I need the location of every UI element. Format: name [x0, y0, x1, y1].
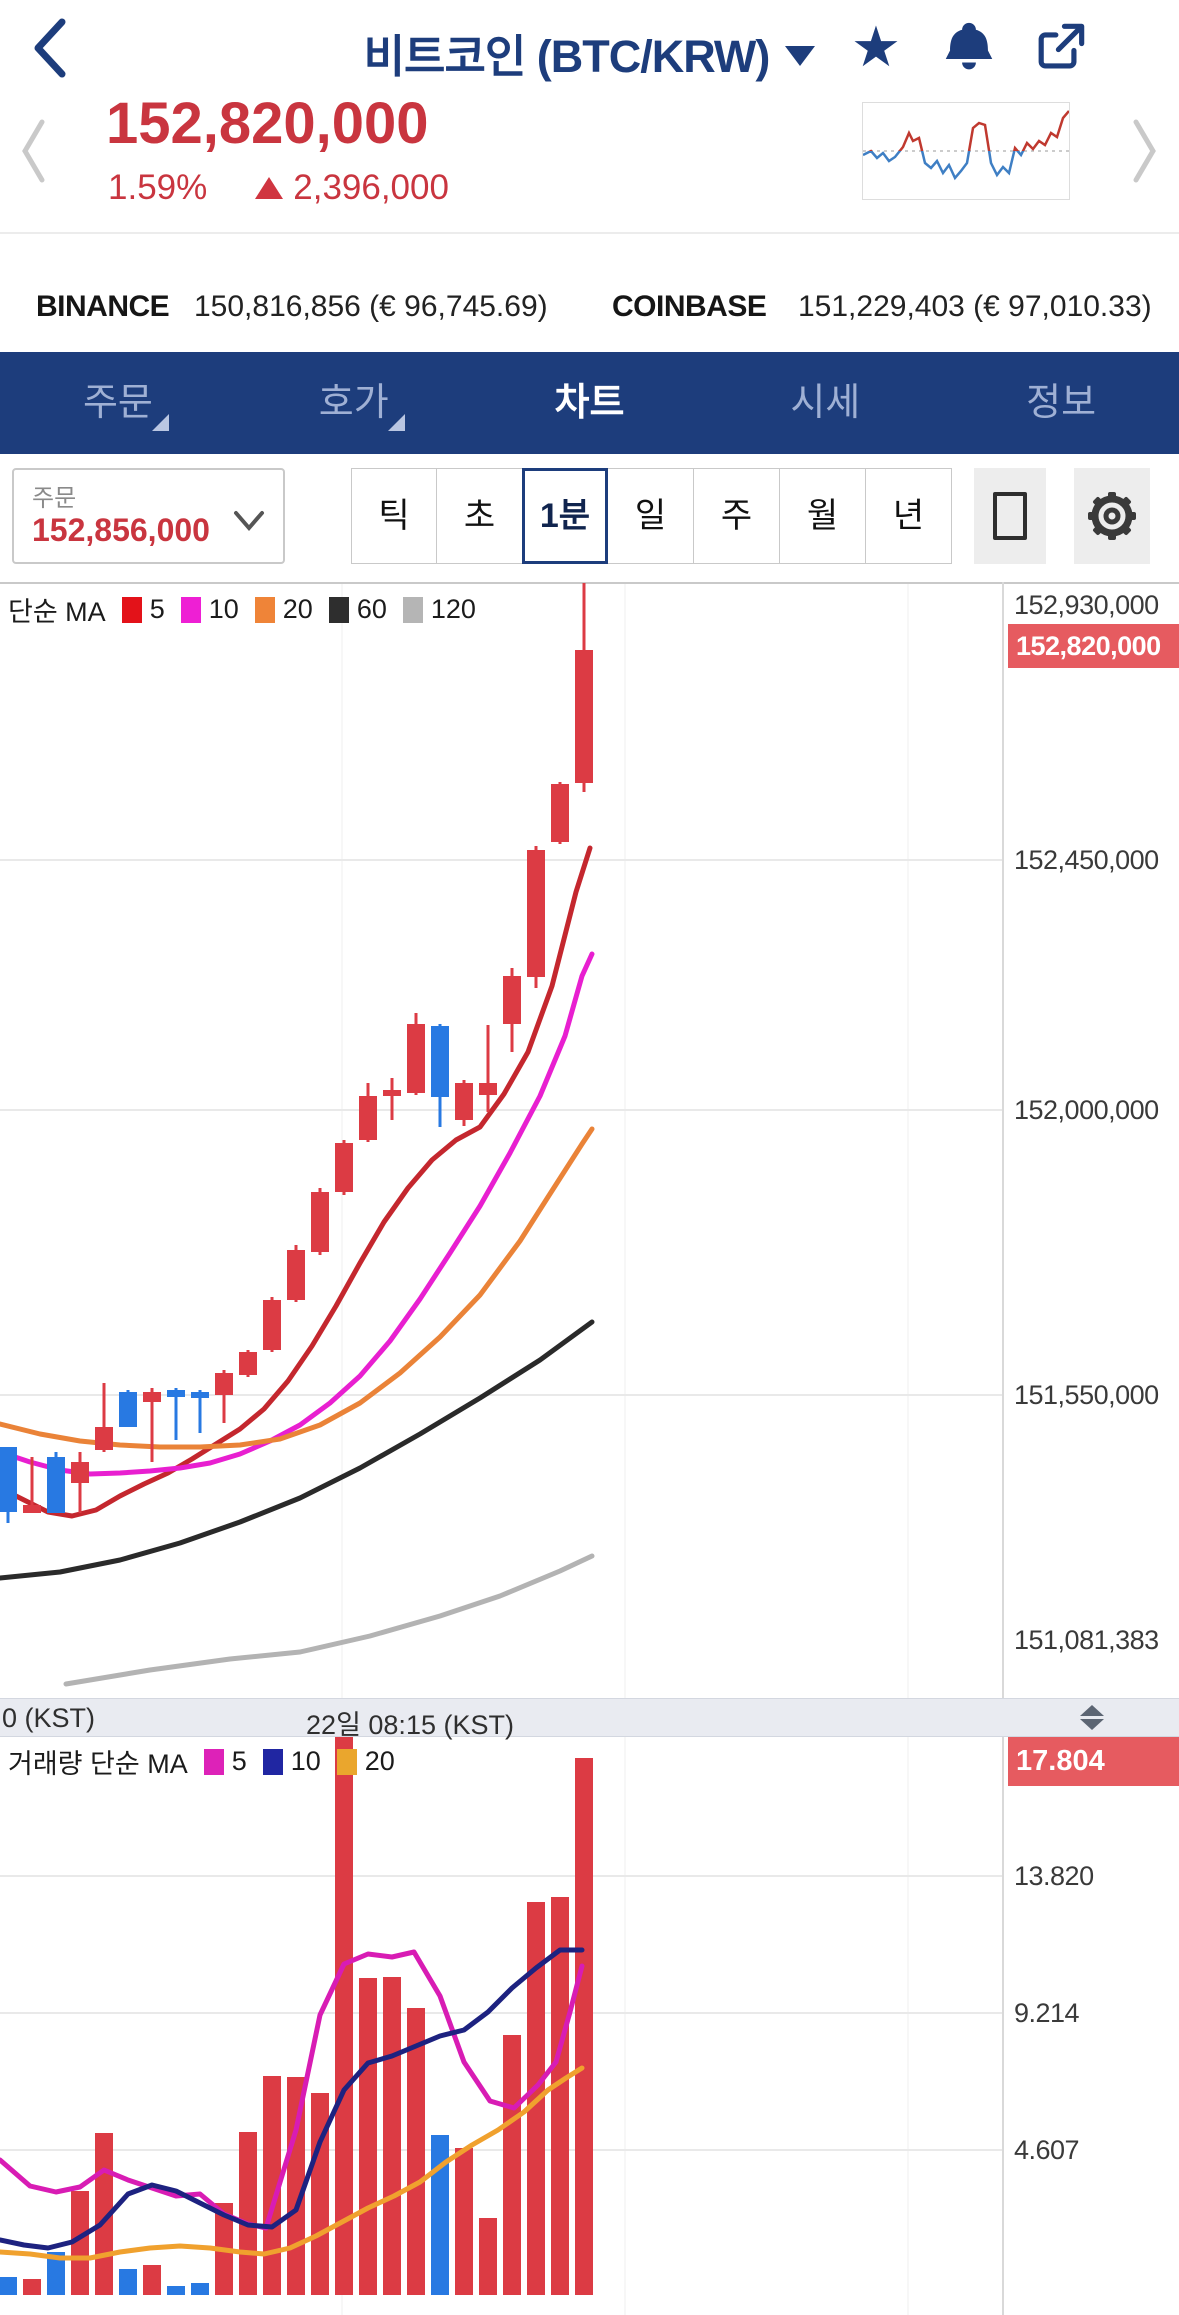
order-dropdown-label: 주문 [32, 485, 77, 512]
exchange-binance-value: 150,816,856 (€ 96,745.69) [194, 290, 548, 323]
vma5-color-chip [203, 1748, 224, 1775]
timeframe-button-group: 틱 초 1분 일 주 월 년 [351, 468, 952, 564]
price-axis-label: 151,550,000 [1014, 1380, 1159, 1410]
pair-title-button[interactable]: 비트코인 (BTC/KRW) [0, 20, 1179, 85]
price-axis-label: 152,000,000 [1014, 1095, 1159, 1125]
order-dropdown-value: 152,856,000 [32, 512, 210, 548]
fullscreen-icon [993, 492, 1027, 540]
exchange-binance-label: BINANCE [36, 290, 170, 323]
timeframe-second-button[interactable]: 초 [437, 468, 523, 564]
mini-sparkline-chart [862, 102, 1070, 200]
price-axis-label: 152,930,000 [1014, 590, 1159, 620]
time-tick-left: 0 (KST) [2, 1703, 96, 1733]
header: 비트코인 (BTC/KRW) ★ [0, 0, 1179, 96]
price-ma-legend: 단순 MA 5 10 20 60 120 [8, 590, 476, 629]
timeframe-year-button[interactable]: 년 [866, 468, 952, 564]
tab-info[interactable]: 정보 [1026, 382, 1097, 424]
price-axis-label: 151,081,383 [1014, 1625, 1159, 1655]
exchange-coinbase-label: COINBASE [612, 290, 767, 323]
change-amount: 2,396,000 [293, 168, 449, 207]
time-tick-center: 22일 08:15 (KST) [306, 1710, 514, 1740]
current-price-badge: 152,820,000 [1008, 624, 1179, 668]
timeframe-1min-button[interactable]: 1분 [522, 468, 608, 564]
chart-controls: 주문 152,856,000 틱 초 1분 일 주 월 년 [0, 454, 1179, 582]
volume-chart[interactable] [0, 1737, 1179, 2315]
tab-market[interactable]: 시세 [790, 382, 861, 424]
prev-pair-chevron[interactable] [18, 116, 48, 186]
tab-order[interactable]: 주문 [0, 352, 236, 454]
exchange-compare-row: BINANCE 150,816,856 (€ 96,745.69) COINBA… [0, 284, 1179, 334]
volume-axis-label: 4.607 [1014, 2135, 1080, 2165]
volume-legend-title: 거래량 단순 MA [8, 1749, 188, 1779]
volume-axis-label: 9.214 [1014, 1998, 1080, 2028]
vma20-color-chip [336, 1748, 357, 1775]
vma10-color-chip [262, 1748, 283, 1775]
price-change-row: 1.59% 2,396,000 [108, 168, 449, 208]
main-nav-tabs: 주문 호가 차트 시세 정보 [0, 352, 1179, 454]
favorite-star-icon[interactable]: ★ [850, 15, 902, 78]
tab-orderbook[interactable]: 호가 [236, 352, 472, 454]
timeframe-week-button[interactable]: 주 [694, 468, 780, 564]
volume-ma-legend: 거래량 단순 MA 5 10 20 [8, 1742, 395, 1781]
fullscreen-chart-button[interactable] [974, 468, 1046, 564]
chart-settings-button[interactable] [1074, 468, 1150, 564]
price-chart[interactable] [0, 582, 1179, 1698]
tab-corner-caret-icon [151, 414, 169, 431]
ma10-color-chip [180, 596, 201, 623]
timeframe-month-button[interactable]: 월 [780, 468, 866, 564]
tab-corner-caret-icon [387, 414, 405, 431]
alert-bell-icon[interactable] [938, 14, 1000, 80]
current-volume-badge: 17.804 [1008, 1737, 1179, 1786]
volume-axis-label: 13.820 [1014, 1861, 1094, 1891]
time-axis-strip: 0 (KST) 22일 08:15 (KST) [0, 1698, 1179, 1740]
up-triangle-icon [255, 177, 284, 199]
dropdown-chevron-icon [234, 511, 264, 532]
tab-chart[interactable]: 차트 [554, 382, 625, 424]
gear-icon [1088, 492, 1136, 540]
section-divider [0, 232, 1179, 234]
current-price: 152,820,000 [106, 91, 429, 156]
change-percent: 1.59% [108, 168, 208, 207]
price-axis-label: 152,450,000 [1014, 845, 1159, 875]
ma120-color-chip [402, 596, 423, 623]
timeframe-day-button[interactable]: 일 [608, 468, 694, 564]
timeframe-tick-button[interactable]: 틱 [351, 468, 437, 564]
title-caret-down-icon [785, 46, 816, 66]
next-pair-chevron[interactable] [1130, 116, 1160, 186]
share-icon[interactable] [1030, 14, 1092, 80]
page-title: 비트코인 (BTC/KRW) [363, 31, 771, 82]
ma20-color-chip [254, 596, 275, 623]
order-price-dropdown[interactable]: 주문 152,856,000 [12, 468, 285, 564]
back-icon[interactable] [22, 16, 78, 80]
ma60-color-chip [328, 596, 349, 623]
price-legend-title: 단순 MA [8, 597, 106, 627]
exchange-coinbase-value: 151,229,403 (€ 97,010.33) [798, 290, 1152, 323]
pane-resize-handle-icon[interactable] [1080, 1705, 1104, 1731]
ma5-color-chip [121, 596, 142, 623]
